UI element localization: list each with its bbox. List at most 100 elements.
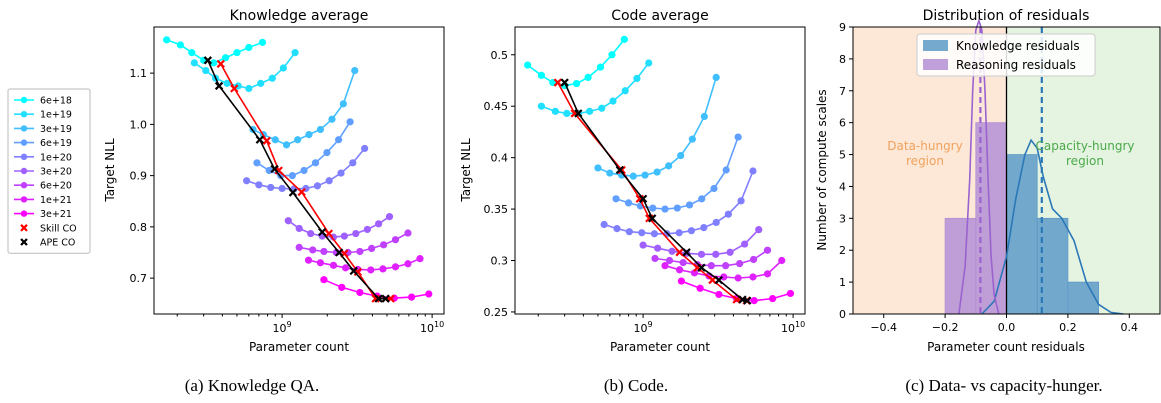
data-point <box>697 250 706 258</box>
data-point <box>608 51 616 59</box>
legend-marker <box>20 153 28 160</box>
legend-marker <box>20 96 28 104</box>
caption-c: (c) Data- vs capacity-hunger. <box>905 376 1102 395</box>
legend-frame <box>916 33 1096 77</box>
data-point <box>271 136 279 144</box>
data-point <box>375 220 383 228</box>
legend-entry: 1e+21 <box>14 195 72 206</box>
data-point <box>380 241 388 249</box>
data-point <box>736 259 744 268</box>
data-point <box>188 49 196 57</box>
data-point <box>305 131 313 139</box>
data-point <box>233 49 241 57</box>
data-point <box>351 66 359 75</box>
series-line <box>541 62 650 115</box>
data-point <box>665 162 673 170</box>
series-line <box>193 52 296 90</box>
frontier-marker <box>574 109 583 118</box>
data-point <box>700 223 708 232</box>
data-point <box>316 125 324 134</box>
caption-a: (a) Knowledge QA. <box>185 376 320 395</box>
data-point <box>408 293 416 301</box>
data-point <box>625 228 633 236</box>
data-point <box>537 71 546 79</box>
frontier-marker <box>560 78 569 87</box>
data-point <box>688 135 696 143</box>
legend-label: Knowledge residuals <box>956 39 1080 53</box>
frontier-marker <box>216 59 225 69</box>
panel-knowledge: Knowledge average Parameter count Target… <box>103 8 445 354</box>
series <box>163 36 267 67</box>
legend: 6e+18 1e+19 3e+19 6e+19 1e+20 3e+20 6e+20 1e+21… <box>7 88 91 254</box>
series <box>190 49 299 93</box>
legend-label: 6e+20 <box>40 181 72 192</box>
legend-label: 1e+20 <box>40 152 72 163</box>
data-point <box>284 217 292 225</box>
data-point <box>675 266 684 274</box>
frontier-marker <box>638 194 648 203</box>
series <box>612 133 742 213</box>
data-point <box>749 255 758 264</box>
legend-label: 3e+19 <box>40 124 72 135</box>
y-tick-label: 0.5 <box>491 49 509 62</box>
frontier-marker <box>648 214 657 223</box>
data-point <box>210 59 218 67</box>
data-point <box>245 84 253 93</box>
caption-b: (b) Code. <box>604 376 668 395</box>
legend-marker <box>20 238 28 246</box>
data-point <box>653 168 661 176</box>
data-point <box>769 294 777 303</box>
data-point <box>163 36 171 44</box>
data-point <box>361 144 369 153</box>
legend-label: 3e+21 <box>40 209 72 220</box>
legend-label: 6e+18 <box>40 96 72 107</box>
data-point <box>613 225 621 233</box>
legend-marker <box>20 182 28 189</box>
data-point <box>710 184 718 193</box>
frontier-marker <box>697 263 706 272</box>
data-point <box>720 273 728 281</box>
x-axis-label: Parameter count <box>610 340 710 354</box>
data-point <box>606 169 614 177</box>
data-point <box>734 133 742 141</box>
data-point <box>368 244 376 252</box>
legend-label: Reasoning residuals <box>956 58 1076 72</box>
series <box>600 167 757 238</box>
data-point <box>624 199 633 207</box>
data-point <box>349 159 357 167</box>
frontier-marker <box>230 84 239 93</box>
data-point <box>363 225 371 234</box>
legend-label: 1e+21 <box>40 195 72 206</box>
data-point <box>337 169 345 177</box>
frontier-marker <box>374 294 383 303</box>
series <box>304 255 424 274</box>
data-point <box>620 35 628 43</box>
ape-co-frontier <box>560 78 752 305</box>
legend-label: Skill CO <box>40 223 77 234</box>
x-tick-label: −0.4 <box>870 321 897 334</box>
data-point <box>316 259 324 267</box>
x-tick-label: −0.2 <box>932 321 959 334</box>
series <box>524 35 628 90</box>
data-point <box>294 136 302 144</box>
frontier-marker <box>553 78 562 87</box>
frontier-marker <box>203 56 213 65</box>
data-point <box>712 250 720 258</box>
histogram <box>1006 154 1100 315</box>
data-point <box>329 261 338 269</box>
data-point <box>563 109 571 118</box>
data-point <box>712 218 720 227</box>
frontier-marker <box>675 248 684 257</box>
legend-marker <box>20 125 28 132</box>
legend-swatch <box>923 40 948 51</box>
x-tick-label: 109 <box>634 320 653 335</box>
y-tick-label: 2 <box>839 244 846 257</box>
plot-frame <box>852 26 1161 315</box>
data-point <box>650 230 659 238</box>
data-point <box>404 229 412 237</box>
panel-code: Code average Parameter count Target NLL … <box>459 8 806 354</box>
data-point <box>755 226 763 234</box>
data-point <box>282 141 291 149</box>
data-point <box>677 277 685 285</box>
data-point <box>641 171 649 179</box>
